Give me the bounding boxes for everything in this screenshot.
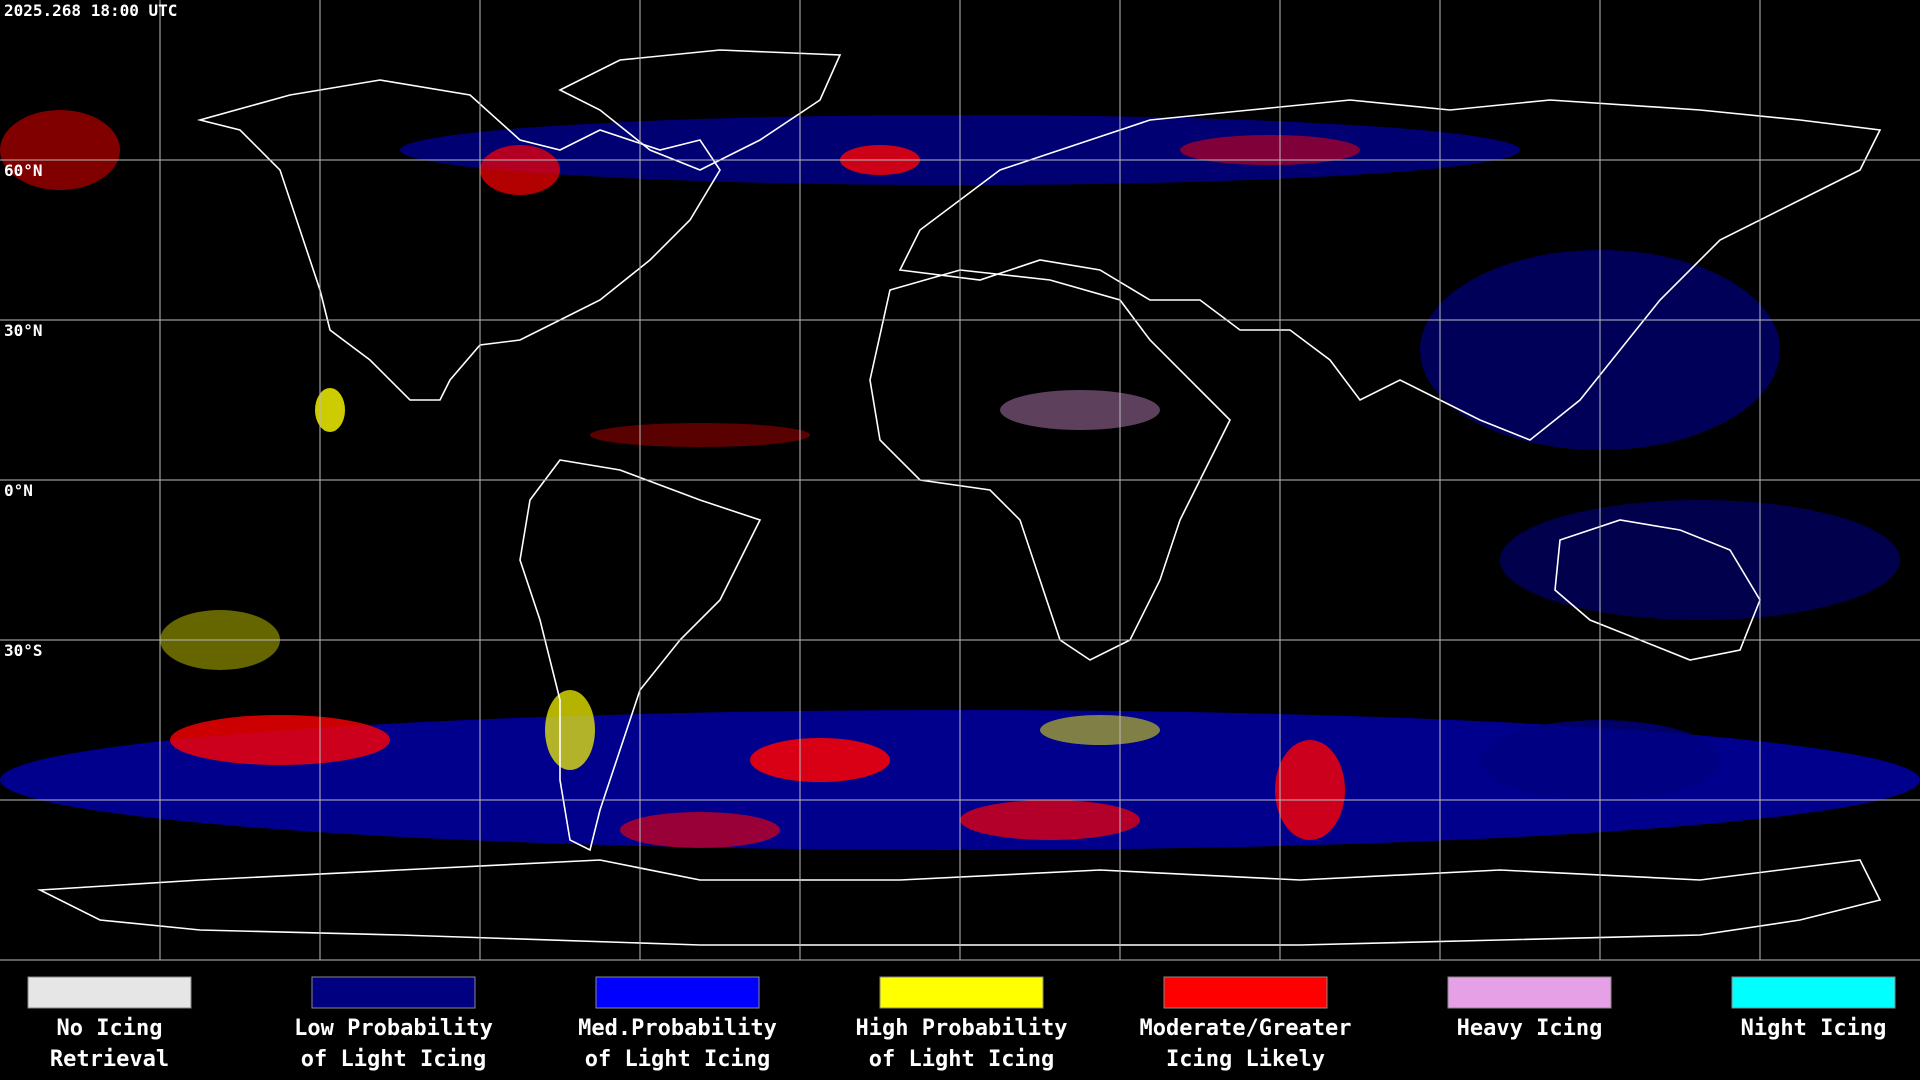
icing-patch <box>620 812 780 848</box>
legend-swatch <box>1731 976 1896 1009</box>
legend: No Icing Retrieval Low Probability of Light… <box>27 976 1896 1072</box>
legend-label: No Icing <box>57 1016 163 1041</box>
icing-patch <box>750 738 890 782</box>
legend-label: of Light Icing <box>301 1047 486 1072</box>
icing-patch <box>1275 740 1345 840</box>
icing-patch <box>590 423 810 447</box>
latitude-labels: 60°N 30°N 0°N 30°S <box>4 161 43 660</box>
coastlines <box>36 49 1882 946</box>
legend-swatch <box>1163 976 1328 1009</box>
icing-patch <box>1000 390 1160 430</box>
icing-patch <box>480 145 560 195</box>
legend-label: High Probability <box>856 1016 1068 1041</box>
latitude-label: 60°N <box>4 161 43 180</box>
icing-patch <box>1500 500 1900 620</box>
latitude-label: 30°S <box>4 641 43 660</box>
coastline <box>36 859 1882 946</box>
graticule <box>0 0 1920 961</box>
legend-label: Icing Likely <box>1166 1047 1325 1072</box>
coastline <box>869 269 1231 661</box>
legend-label: Heavy Icing <box>1457 1016 1603 1041</box>
coastline <box>558 49 842 171</box>
coastline <box>1554 519 1761 661</box>
coastline <box>898 99 1882 441</box>
icing-patch <box>960 800 1140 840</box>
legend-swatch <box>311 976 476 1009</box>
legend-label: of Light Icing <box>869 1047 1054 1072</box>
icing-patch <box>1040 715 1160 745</box>
legend-label: Moderate/Greater <box>1140 1016 1352 1041</box>
icing-patch <box>1180 135 1360 165</box>
legend-label: Med.Probability <box>578 1016 777 1041</box>
coastline <box>519 459 762 852</box>
legend-swatch <box>27 976 192 1009</box>
icing-patch <box>170 715 390 765</box>
legend-swatch <box>1447 976 1612 1009</box>
icing-patch <box>545 690 595 770</box>
legend-label: Retrieval <box>50 1047 169 1072</box>
timestamp: 2025.268 18:00 UTC <box>4 1 177 20</box>
coastline <box>196 79 721 401</box>
legend-label: Low Probability <box>294 1016 493 1041</box>
icing-patch <box>0 110 120 190</box>
legend-swatch <box>879 976 1044 1009</box>
latitude-label: 30°N <box>4 321 43 340</box>
icing-patch <box>315 388 345 432</box>
legend-swatch <box>595 976 760 1009</box>
legend-label: Night Icing <box>1741 1016 1887 1041</box>
latitude-label: 0°N <box>4 481 33 500</box>
legend-label: of Light Icing <box>585 1047 770 1072</box>
